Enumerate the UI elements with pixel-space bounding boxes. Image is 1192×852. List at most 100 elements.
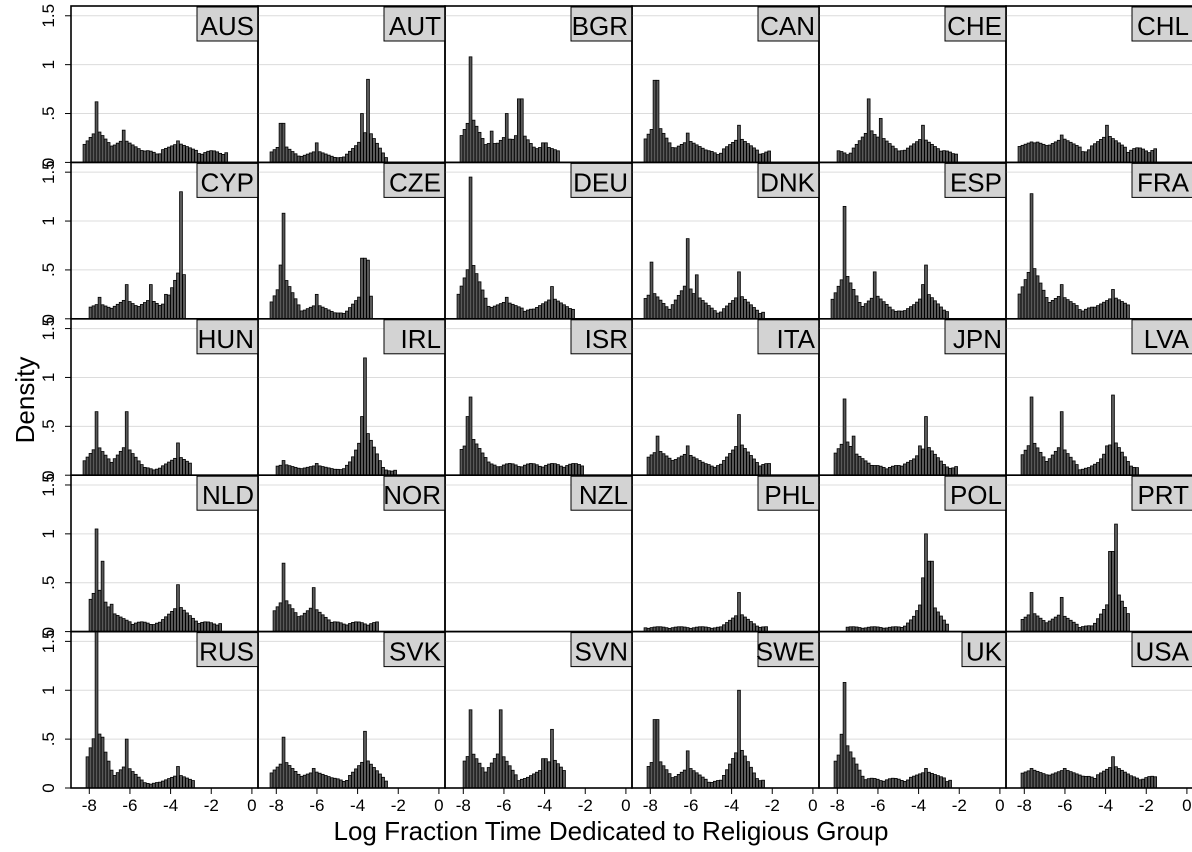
y-tick-label: 1: [39, 529, 58, 538]
strip-label: DNK: [760, 167, 816, 197]
histogram-bar: [746, 143, 750, 163]
histogram-bar: [510, 303, 515, 320]
histogram-bar: [716, 154, 720, 163]
histogram-bar: [336, 778, 340, 789]
histogram-bar: [758, 153, 762, 163]
histogram-bar: [281, 736, 286, 789]
histogram-bar: [1062, 297, 1067, 320]
histogram-bar: [746, 761, 750, 789]
histogram-bar: [710, 151, 714, 163]
histogram-bar: [91, 738, 96, 789]
histogram-bar: [915, 301, 919, 320]
histogram-bar: [1044, 774, 1049, 789]
strip-label: JPN: [953, 324, 1002, 354]
histogram-bar: [897, 778, 901, 789]
histogram-bar: [1099, 458, 1103, 476]
x-axis-label: Log Fraction Time Dedicated to Religious…: [334, 816, 889, 846]
histogram-bar: [725, 146, 729, 163]
histogram-bar: [179, 143, 183, 163]
histogram-bar: [516, 466, 521, 476]
x-tick-label: -2: [1139, 796, 1154, 815]
histogram-bar: [860, 775, 865, 789]
histogram-bar: [290, 608, 295, 633]
histogram-bar: [363, 357, 367, 476]
histogram-bar: [369, 133, 373, 163]
histogram-bar: [357, 296, 361, 320]
histogram-bar: [523, 464, 527, 476]
histogram-bar: [710, 465, 714, 476]
strip-label: ISR: [585, 324, 628, 354]
histogram-bar: [1056, 296, 1061, 320]
histogram-bar: [308, 152, 313, 163]
histogram-bar: [121, 129, 126, 163]
histogram-bar: [127, 449, 132, 476]
histogram-bar: [661, 132, 666, 163]
histogram-bar: [326, 776, 331, 789]
histogram-bar: [1096, 462, 1100, 476]
histogram-bar: [836, 754, 841, 789]
panel-uk: UK -8 -6 -4 -2 0: [818, 630, 1007, 815]
histogram-bar: [520, 307, 524, 320]
histogram-bar: [872, 271, 877, 320]
histogram-bar: [130, 144, 135, 163]
histogram-bar: [1096, 774, 1100, 789]
histogram-bar: [731, 617, 735, 633]
histogram-bar: [700, 300, 705, 320]
histogram-bar: [1023, 279, 1028, 320]
histogram-bar: [915, 455, 919, 476]
histogram-bar: [1105, 124, 1109, 163]
histogram-bar: [1077, 309, 1082, 320]
histogram-bar: [290, 466, 295, 476]
histogram-bar: [550, 728, 554, 789]
histogram-bar: [363, 730, 367, 789]
histogram-bar: [878, 298, 883, 320]
strip-label: SVN: [575, 637, 628, 667]
histogram-bar: [459, 285, 464, 320]
x-tick-label: -8: [643, 796, 658, 815]
histogram-bar: [875, 465, 880, 476]
histogram-bar: [272, 610, 277, 632]
histogram-bar: [933, 774, 937, 789]
histogram-bar: [1047, 774, 1052, 789]
histogram-bar: [1111, 756, 1115, 789]
histogram-bar: [909, 460, 913, 476]
histogram-bar: [182, 144, 186, 163]
histogram-bar: [1050, 300, 1055, 320]
histogram-bar: [878, 780, 883, 789]
histogram-bar: [667, 457, 672, 476]
histogram-bar: [161, 303, 165, 320]
histogram-bar: [755, 778, 759, 789]
histogram-bar: [658, 451, 663, 476]
histogram-bar: [942, 619, 946, 632]
histogram-bar: [124, 284, 129, 320]
histogram-bar: [1126, 613, 1130, 633]
histogram-bar: [842, 682, 847, 789]
histogram-bar: [296, 467, 301, 476]
histogram-bar: [836, 448, 841, 476]
histogram-bar: [1020, 772, 1025, 789]
histogram-bar: [1117, 768, 1121, 789]
histogram-bar: [197, 153, 201, 163]
histogram-bar: [869, 297, 874, 320]
histogram-bar: [1105, 604, 1109, 633]
histogram-bar: [1114, 297, 1118, 320]
histogram-bar: [728, 619, 732, 632]
histogram-bar: [495, 466, 500, 476]
histogram-bar: [375, 621, 379, 632]
histogram-bar: [477, 448, 482, 476]
histogram-bar: [320, 152, 325, 163]
histogram-bar: [462, 129, 467, 163]
histogram-bar: [1117, 447, 1121, 476]
histogram-bar: [1126, 304, 1130, 320]
histogram-bar: [218, 152, 223, 163]
panel-cyp: CYP 0 .5 1 1.5: [39, 160, 259, 324]
histogram-bar: [679, 455, 684, 476]
panel-isr: ISR: [444, 317, 633, 476]
histogram-bar: [1120, 451, 1124, 476]
histogram-bar: [293, 298, 298, 320]
histogram-bar: [1053, 772, 1058, 789]
histogram-bar: [272, 295, 277, 320]
histogram-bar: [658, 299, 663, 320]
histogram-bar: [97, 733, 102, 789]
